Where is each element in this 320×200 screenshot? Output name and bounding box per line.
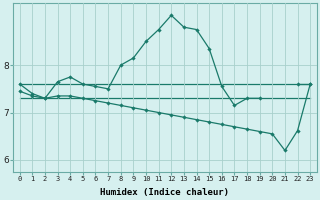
X-axis label: Humidex (Indice chaleur): Humidex (Indice chaleur): [100, 188, 229, 197]
